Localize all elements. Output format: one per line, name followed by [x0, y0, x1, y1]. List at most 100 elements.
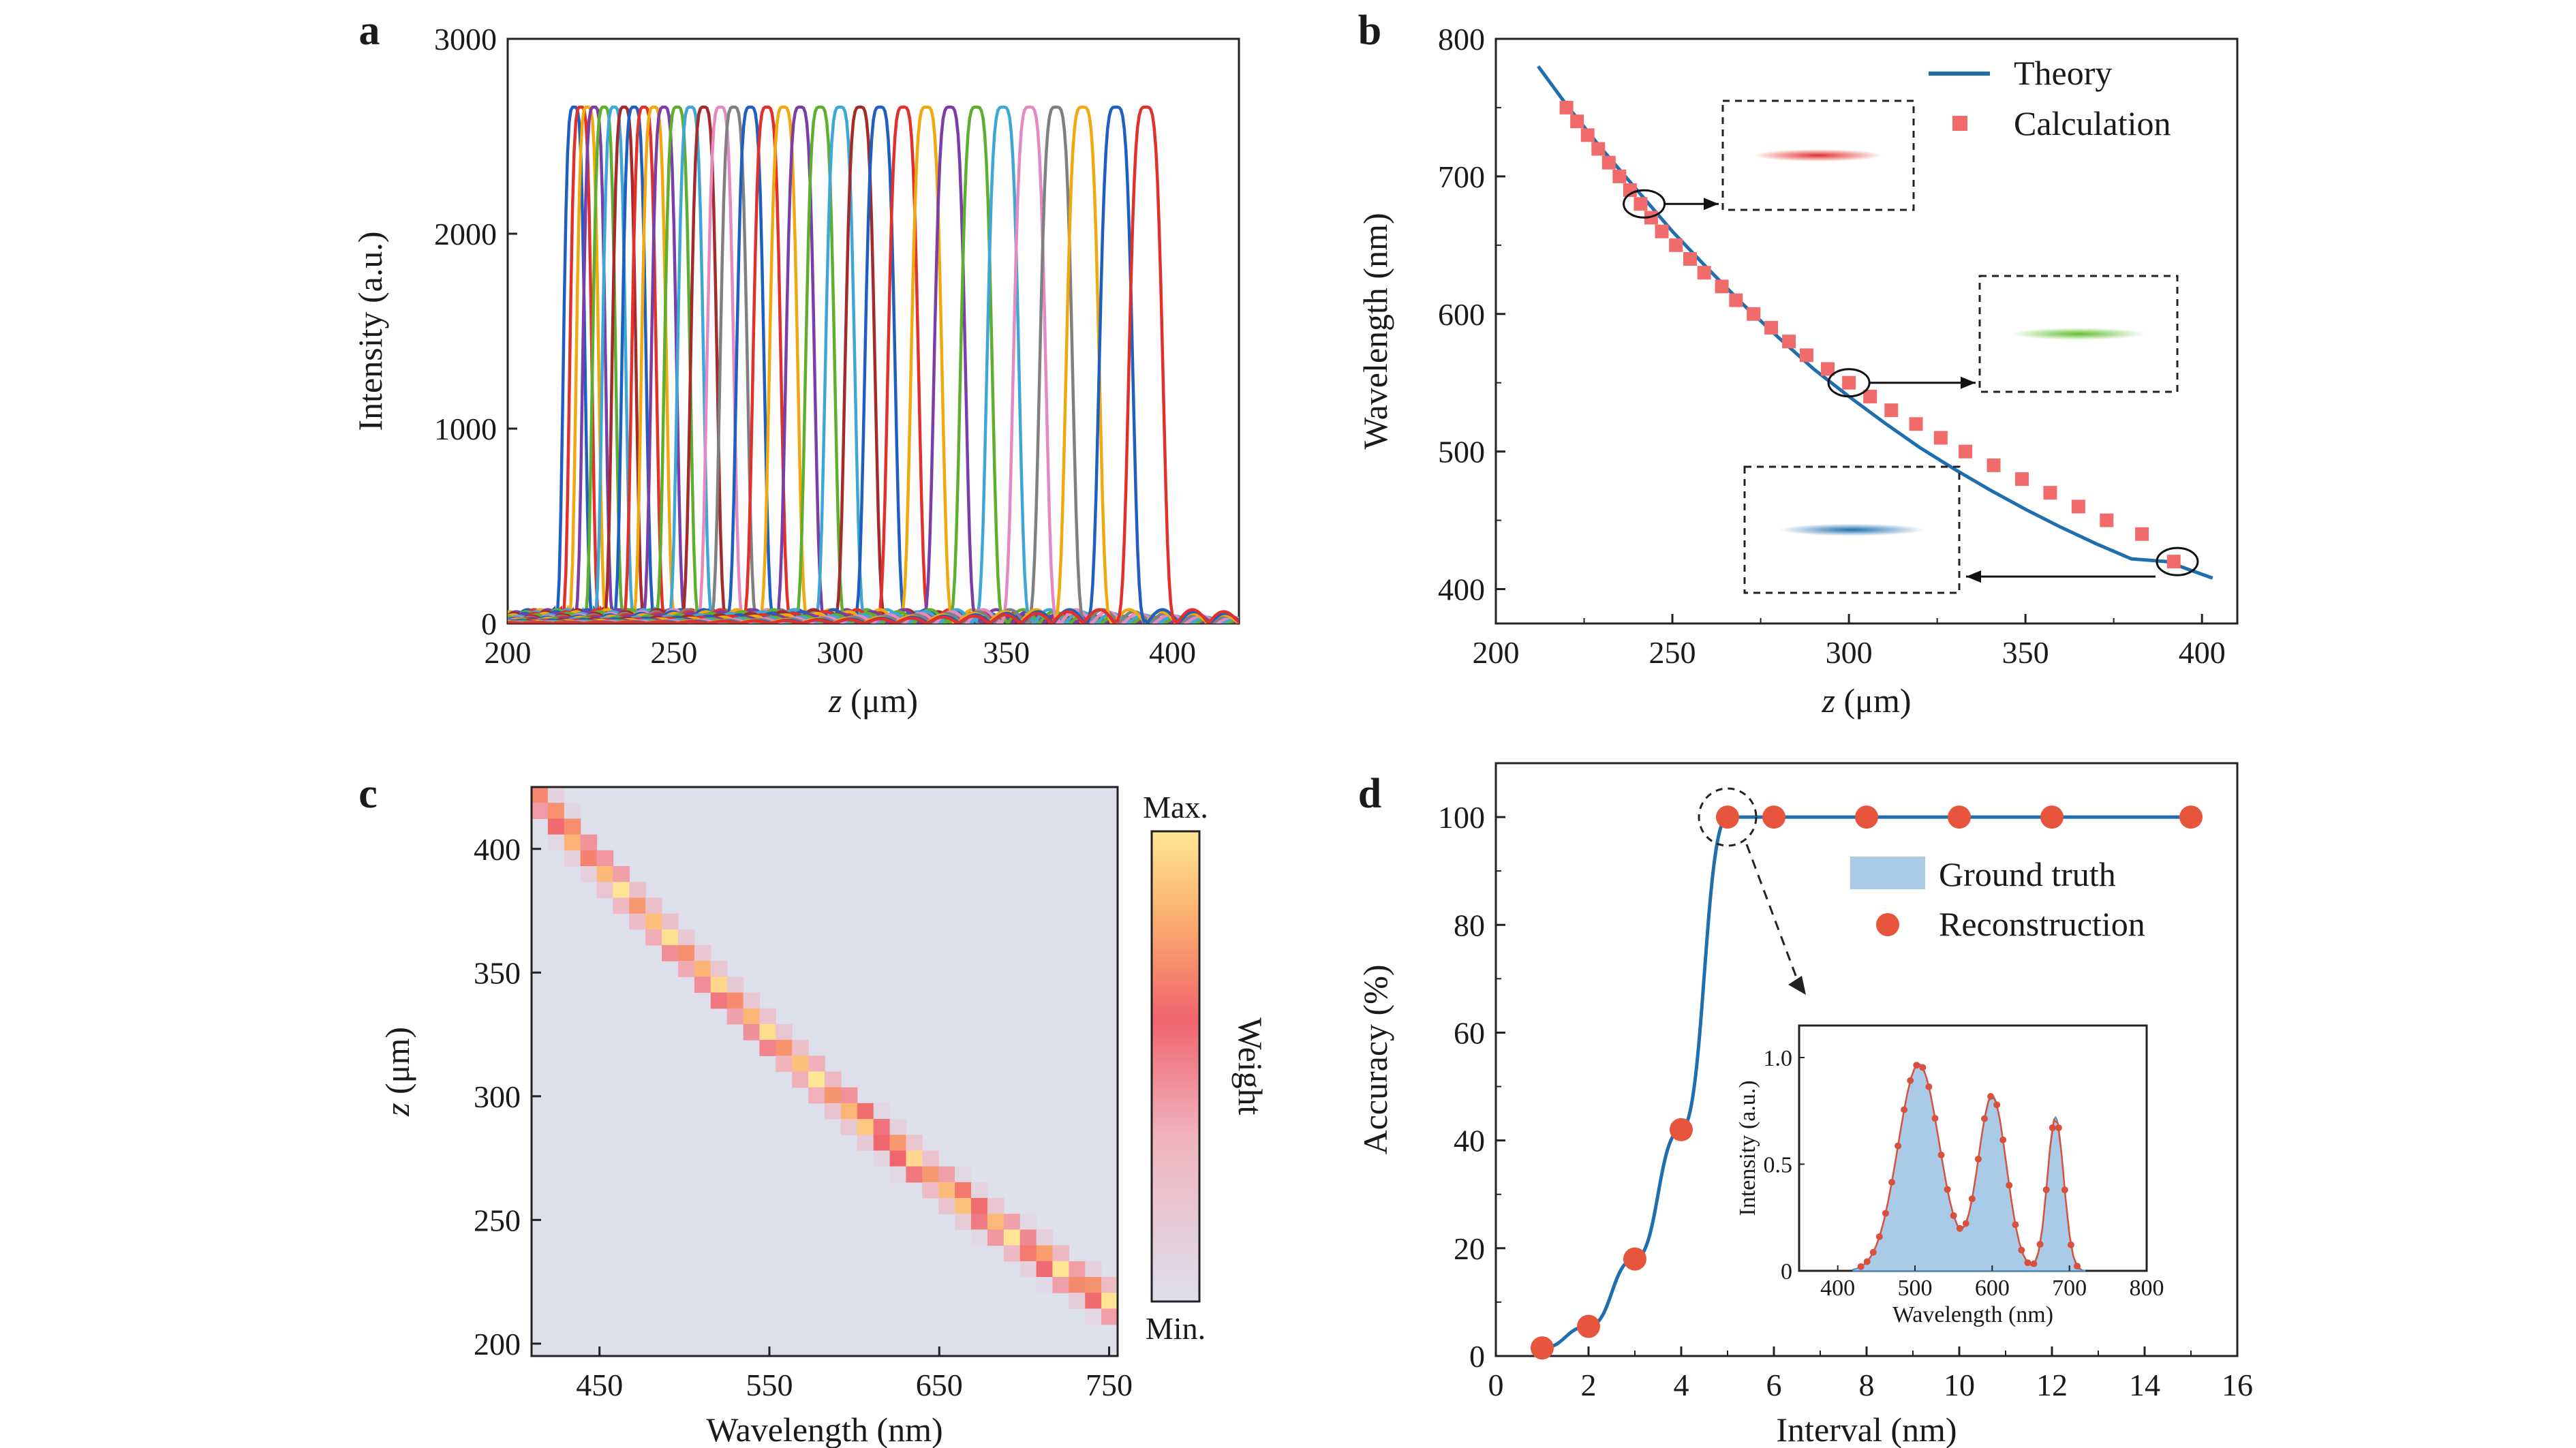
heatmap-cell — [645, 929, 662, 946]
heatmap-cell — [547, 834, 565, 851]
reconstruction-sample — [2012, 1221, 2019, 1229]
heatmap-cell — [808, 1087, 825, 1104]
y-tick-label: 60 — [1454, 1015, 1485, 1050]
y-tick-label: 700 — [1438, 159, 1485, 194]
calculation-point — [1580, 128, 1595, 142]
heatmap-cell — [889, 1166, 907, 1183]
axis-label-italic: z — [1822, 681, 1835, 720]
heatmap-cell — [694, 976, 711, 993]
reconstruction-sample — [1962, 1220, 1969, 1227]
heatmap-cell — [1019, 1245, 1037, 1262]
calculation-point — [1863, 389, 1877, 403]
calculation-point — [1747, 307, 1761, 321]
calculation-point — [1634, 197, 1648, 211]
inset-x-tick-label: 500 — [1898, 1276, 1933, 1301]
heatmap-cell — [726, 992, 744, 1009]
x-tick-label: 400 — [2179, 635, 2226, 670]
x-tick-label: 750 — [1086, 1368, 1133, 1402]
x-tick-label: 300 — [816, 635, 863, 670]
focal-spot — [2011, 328, 2146, 340]
heatmap-cell — [726, 1008, 744, 1025]
panel-d: 0 2 4 6 8 10 12 14 16 0 20 40 60 80 100 Interval (nm) Ac… — [1356, 762, 2253, 1448]
x-tick-label: 2 — [1581, 1368, 1597, 1402]
reconstruction-sample — [1956, 1224, 1963, 1232]
calculation-point — [1570, 114, 1584, 129]
inset-x-tick-label: 400 — [1820, 1276, 1855, 1301]
calculation-point — [1782, 335, 1796, 349]
heatmap-cell — [710, 961, 728, 977]
reconstruction-sample — [2030, 1260, 2038, 1267]
y-tick-label: 800 — [1438, 22, 1485, 57]
heatmap-cell — [955, 1166, 972, 1183]
panel-b: 200 250 300 350 400 400 500 600 700 800 z (μm) Wave… — [1356, 7, 2239, 720]
reconstruction-point — [1948, 805, 1971, 829]
calculation-point — [1697, 266, 1711, 280]
heatmap-cell — [873, 1150, 891, 1167]
calculation-point — [1799, 348, 1813, 363]
x-tick-label: 350 — [983, 635, 1030, 670]
calculation-point — [1959, 444, 1973, 459]
heatmap-cell — [1036, 1277, 1054, 1293]
heatmap-cell — [726, 976, 744, 993]
heatmap-cell — [825, 1103, 842, 1120]
heatmap-cell — [759, 1023, 776, 1041]
heatmap-cell — [678, 944, 695, 961]
axis-label: Accuracy (%) — [1356, 965, 1394, 1155]
heatmap-cell — [1003, 1245, 1021, 1262]
reconstruction-sample — [2074, 1263, 2081, 1270]
reconstruction-point — [1623, 1247, 1646, 1271]
calculation-point — [1764, 320, 1779, 335]
heatmap-cell — [955, 1214, 972, 1231]
axis-label: z (μm) — [828, 681, 918, 720]
heatmap-cell — [987, 1198, 1005, 1214]
y-tick-label: 200 — [474, 1327, 521, 1361]
calculation-point — [1987, 458, 2001, 472]
reconstruction-sample — [1907, 1077, 1914, 1084]
heatmap-cell — [678, 929, 695, 946]
panel-label-d: d — [1358, 771, 1381, 817]
calculation-point — [1612, 169, 1627, 183]
reconstruction-sample — [2042, 1186, 2050, 1193]
reconstruction-sample — [1968, 1195, 1976, 1203]
heatmap-cell — [1052, 1245, 1069, 1262]
heatmap-cell — [776, 1023, 793, 1041]
heatmap-cell — [645, 913, 662, 930]
heatmap-cell — [547, 803, 565, 819]
reconstruction-sample — [1875, 1233, 1883, 1240]
x-tick-label: 8 — [1859, 1368, 1875, 1402]
heatmap-cell — [1101, 1308, 1118, 1325]
x-tick-label: 200 — [485, 635, 532, 670]
reconstruction-sample — [1882, 1210, 1889, 1217]
arrow-head — [1961, 376, 1976, 389]
calculation-point — [2166, 555, 2181, 569]
inset-x-tick-label: 700 — [2052, 1276, 2087, 1301]
heatmap-cell — [1085, 1293, 1102, 1309]
heatmap-cell — [547, 818, 565, 835]
x-tick-label: 250 — [650, 635, 697, 670]
panel-label-b: b — [1358, 7, 1381, 54]
reconstruction-sample — [2036, 1241, 2044, 1248]
heatmap-cell — [1101, 1277, 1118, 1293]
inset-y-tick-label: 0 — [1781, 1259, 1792, 1284]
heatmap-cell — [971, 1229, 988, 1246]
heatmap-cell — [613, 897, 630, 914]
x-tick-label: 16 — [2222, 1368, 2253, 1402]
heatmap-cell — [857, 1103, 874, 1120]
calculation-point — [1683, 252, 1697, 266]
heatmap-cell — [906, 1135, 923, 1152]
heatmap-cell — [776, 1040, 793, 1056]
colorbar-label: Weight — [1231, 1017, 1270, 1115]
heatmap-cell — [743, 1023, 761, 1041]
x-tick-label: 12 — [2036, 1368, 2068, 1402]
heatmap-cell — [922, 1166, 939, 1183]
calculation-point — [1715, 279, 1729, 294]
heatmap-cell — [629, 897, 646, 914]
y-tick-label: 100 — [1438, 800, 1485, 835]
reconstruction-sample — [2055, 1124, 2062, 1132]
heatmap-cell — [906, 1166, 923, 1183]
heatmap-cell — [840, 1103, 858, 1120]
calculation-point — [1623, 183, 1637, 198]
x-tick-label: 250 — [1649, 635, 1696, 670]
heatmap-cell — [1003, 1214, 1021, 1231]
reconstruction-sample — [1974, 1156, 1982, 1163]
